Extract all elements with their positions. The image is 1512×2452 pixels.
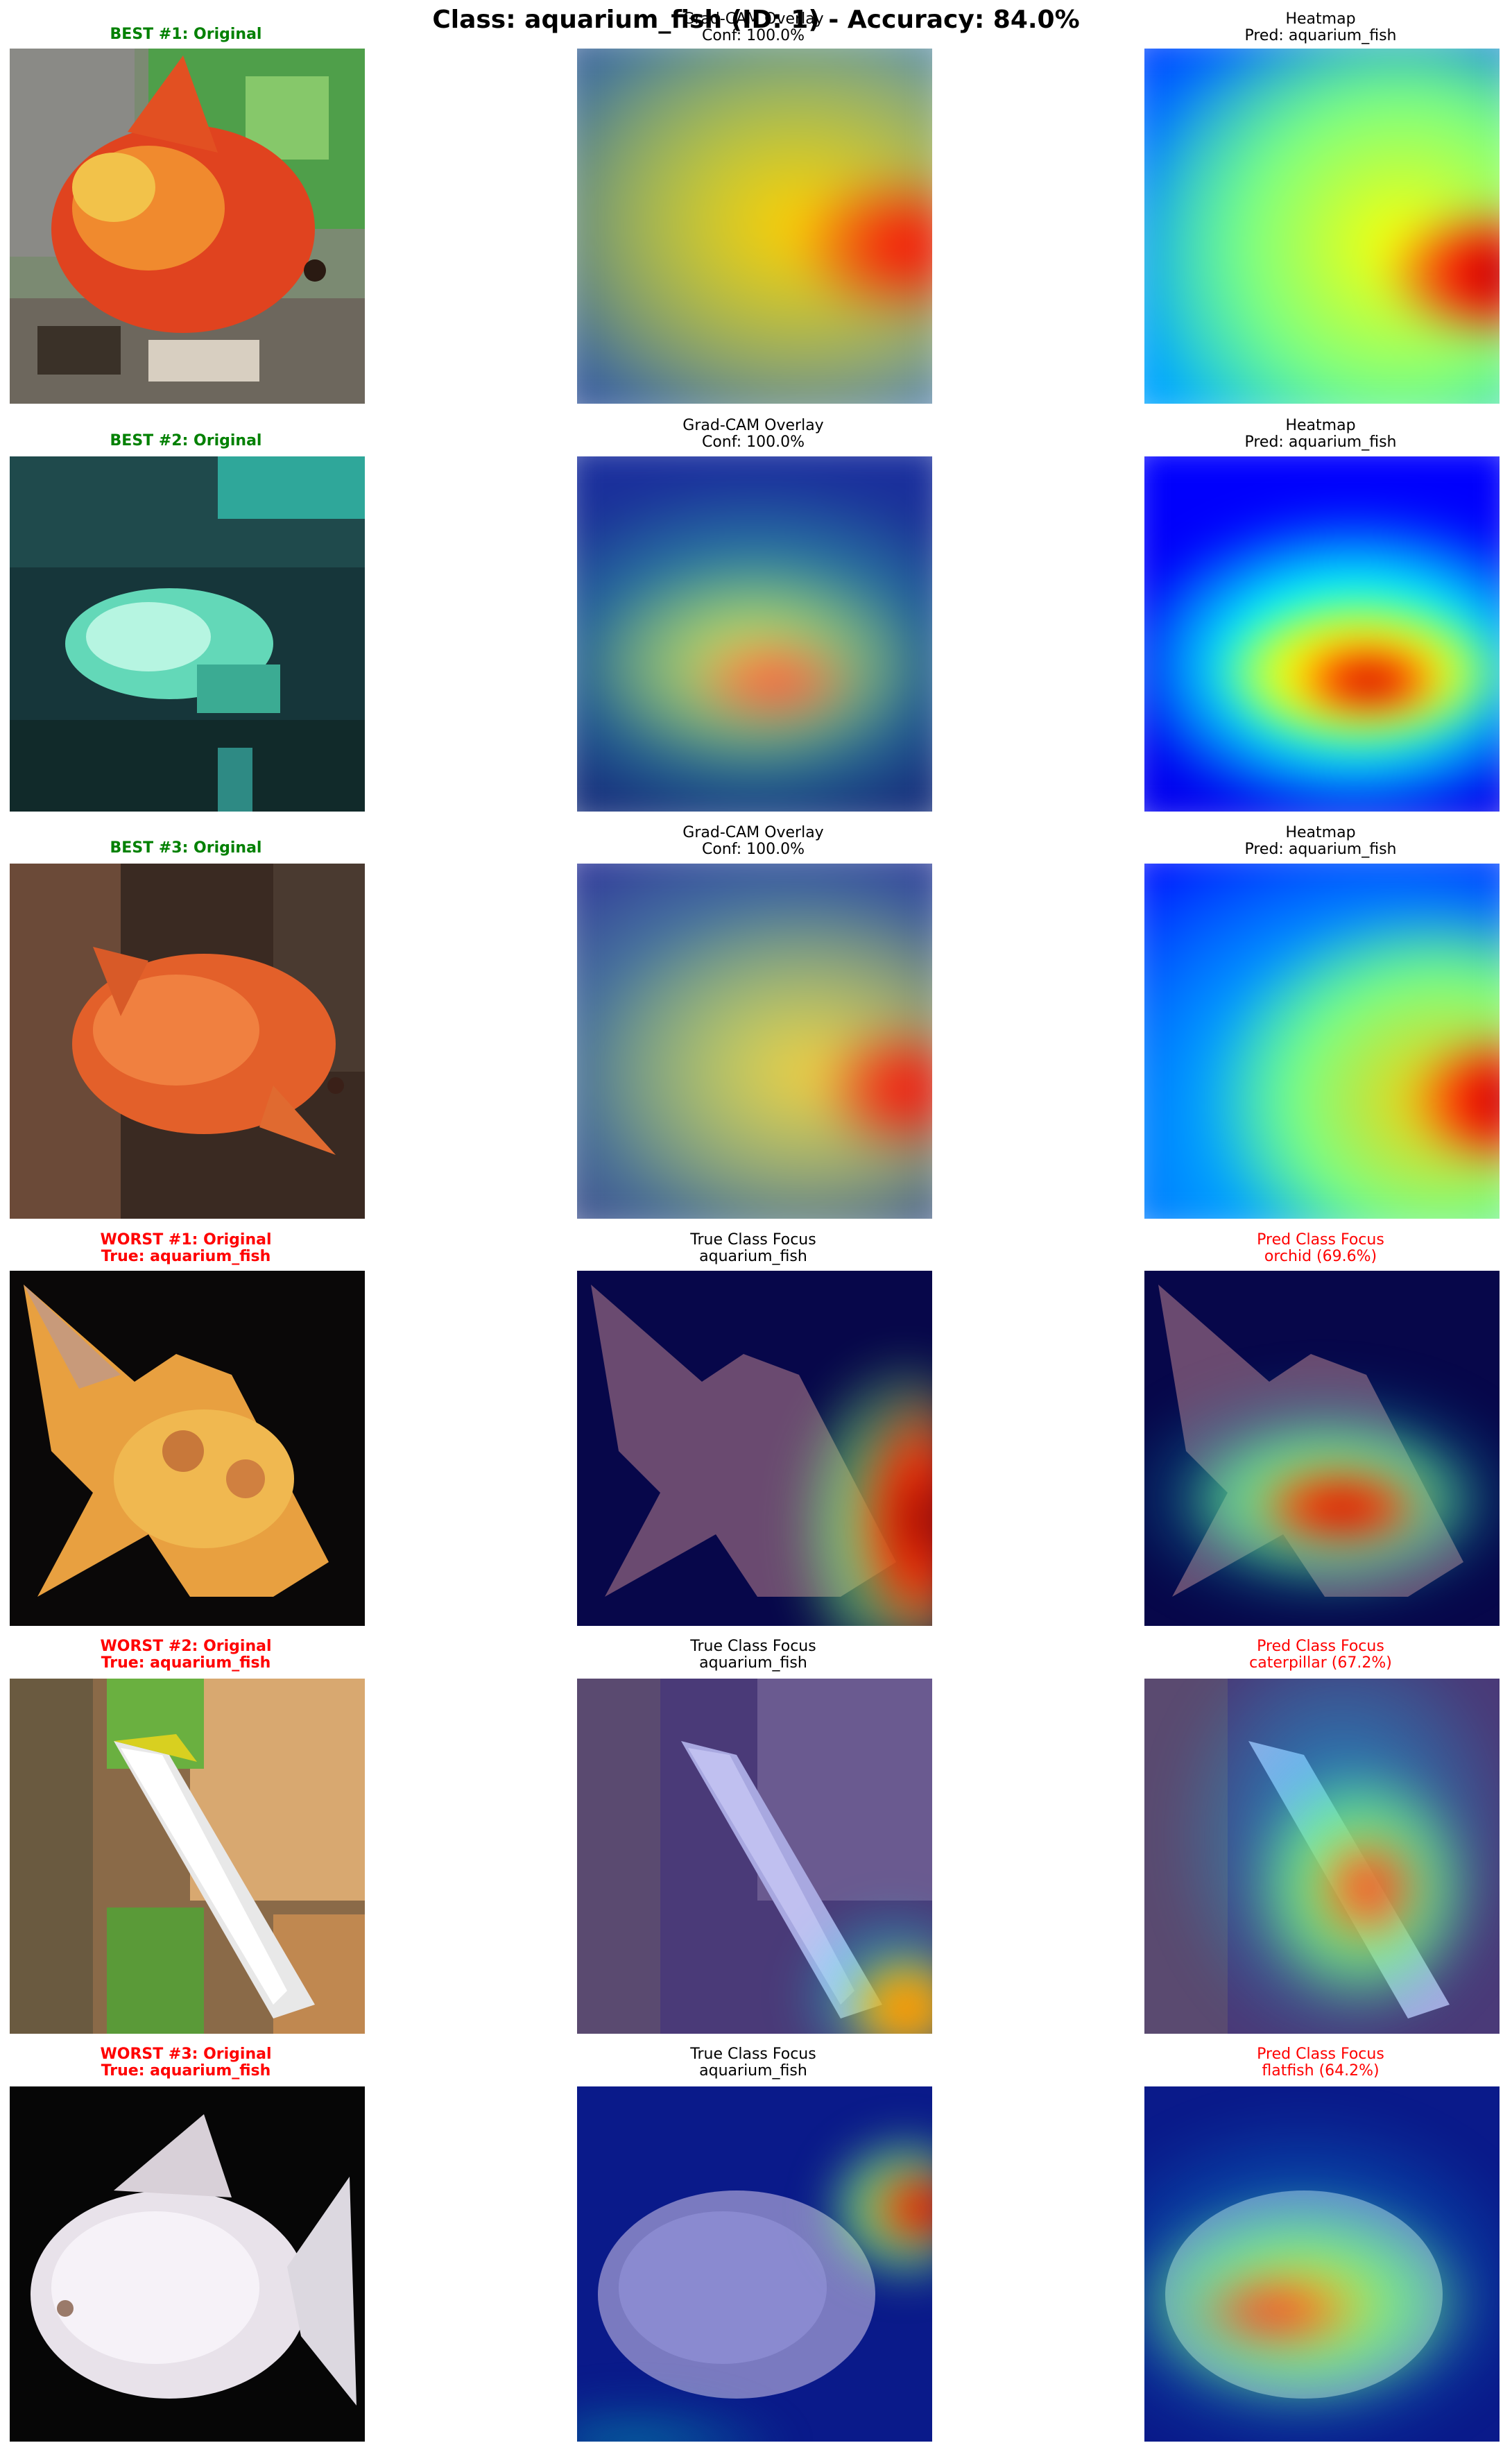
middle-title-line: aquarium_fish (699, 2062, 807, 2080)
right-title-row-4: Pred Class Focus orchid (69.6%) (1092, 1232, 1512, 1265)
pred-class-focus-worst-2 (1144, 1679, 1500, 2034)
right-title-line: caterpillar (67.2%) (1249, 1654, 1392, 1672)
middle-title-line: True Class Focus (690, 2046, 816, 2063)
right-title-row-5: Pred Class Focus caterpillar (67.2%) (1092, 1638, 1512, 1672)
original-title-row-5: WORST #2: Original True: aquarium_fish (0, 1638, 415, 1672)
pred-class-focus-worst-3 (1144, 2086, 1500, 2442)
right-title-line: Pred: aquarium_fish (1244, 841, 1397, 858)
right-title-row-6: Pred Class Focus flatfish (64.2%) (1092, 2046, 1512, 2080)
original-title-line: True: aquarium_fish (101, 1248, 271, 1265)
original-title-row-4: WORST #1: Original True: aquarium_fish (0, 1232, 415, 1265)
right-title-line: Pred: aquarium_fish (1244, 434, 1397, 451)
middle-title-line: Conf: 100.0% (701, 434, 805, 451)
heatmap-best-3 (1144, 864, 1500, 1219)
middle-title-line: Grad-CAM Overlay (682, 417, 824, 434)
middle-title-line: Grad-CAM Overlay (682, 824, 824, 841)
original-title-row-1: BEST #1: Original (0, 26, 415, 43)
figure-title: Class: aquarium_fish (ID: 1) - Accuracy:… (432, 6, 1080, 34)
original-image-worst-1 (10, 1271, 365, 1626)
original-title-row-3: BEST #3: Original (0, 840, 415, 857)
right-title-row-1: Heatmap Pred: aquarium_fish (1092, 11, 1512, 44)
original-title-row-2: BEST #2: Original (0, 433, 415, 449)
gradcam-overlay-best-1 (577, 49, 932, 404)
original-image-best-2 (10, 456, 365, 812)
right-title-row-3: Heatmap Pred: aquarium_fish (1092, 825, 1512, 858)
right-title-line: orchid (69.6%) (1264, 1248, 1377, 1265)
right-title-line: flatfish (64.2%) (1262, 2062, 1380, 2080)
gradcam-overlay-best-3 (577, 864, 932, 1219)
original-image-worst-2 (10, 1679, 365, 2034)
original-title-line: True: aquarium_fish (101, 1654, 271, 1672)
middle-title-row-3: Grad-CAM Overlay Conf: 100.0% (524, 825, 982, 858)
right-title-line: Pred: aquarium_fish (1244, 27, 1397, 44)
middle-title-line: True Class Focus (690, 1231, 816, 1249)
middle-title-row-1: Grad-CAM Overlay Conf: 100.0% (524, 11, 982, 44)
original-image-best-3 (10, 864, 365, 1219)
heatmap-best-1 (1144, 49, 1500, 404)
right-title-line: Pred Class Focus (1257, 2046, 1384, 2063)
original-title-line: BEST #1: Original (110, 26, 262, 43)
true-class-focus-worst-2 (577, 1679, 932, 2034)
true-class-focus-worst-3 (577, 2086, 932, 2442)
original-title-line: BEST #3: Original (110, 839, 262, 857)
middle-title-row-5: True Class Focus aquarium_fish (524, 1638, 982, 1672)
middle-title-row-2: Grad-CAM Overlay Conf: 100.0% (524, 418, 982, 451)
original-image-worst-3 (10, 2086, 365, 2442)
middle-title-line: aquarium_fish (699, 1248, 807, 1265)
right-title-row-2: Heatmap Pred: aquarium_fish (1092, 418, 1512, 451)
pred-class-focus-worst-1 (1144, 1271, 1500, 1626)
right-title-line: Pred Class Focus (1257, 1231, 1384, 1249)
original-title-row-6: WORST #3: Original True: aquarium_fish (0, 2046, 415, 2080)
right-title-line: Pred Class Focus (1257, 1638, 1384, 1655)
gradcam-overlay-best-2 (577, 456, 932, 812)
middle-title-line: True Class Focus (690, 1638, 816, 1655)
true-class-focus-worst-1 (577, 1271, 932, 1626)
original-title-line: WORST #3: Original (100, 2046, 272, 2063)
right-title-line: Heatmap (1285, 824, 1356, 841)
original-title-line: True: aquarium_fish (101, 2062, 271, 2080)
middle-title-line: Conf: 100.0% (701, 27, 805, 44)
middle-title-row-6: True Class Focus aquarium_fish (524, 2046, 982, 2080)
right-title-line: Heatmap (1285, 417, 1356, 434)
middle-title-line: Grad-CAM Overlay (682, 10, 824, 28)
original-title-line: BEST #2: Original (110, 432, 262, 449)
heatmap-best-2 (1144, 456, 1500, 812)
original-title-line: WORST #2: Original (100, 1638, 272, 1655)
original-title-line: WORST #1: Original (100, 1231, 272, 1249)
middle-title-line: Conf: 100.0% (701, 841, 805, 858)
original-image-best-1 (10, 49, 365, 404)
right-title-line: Heatmap (1285, 10, 1356, 28)
middle-title-row-4: True Class Focus aquarium_fish (524, 1232, 982, 1265)
middle-title-line: aquarium_fish (699, 1654, 807, 1672)
